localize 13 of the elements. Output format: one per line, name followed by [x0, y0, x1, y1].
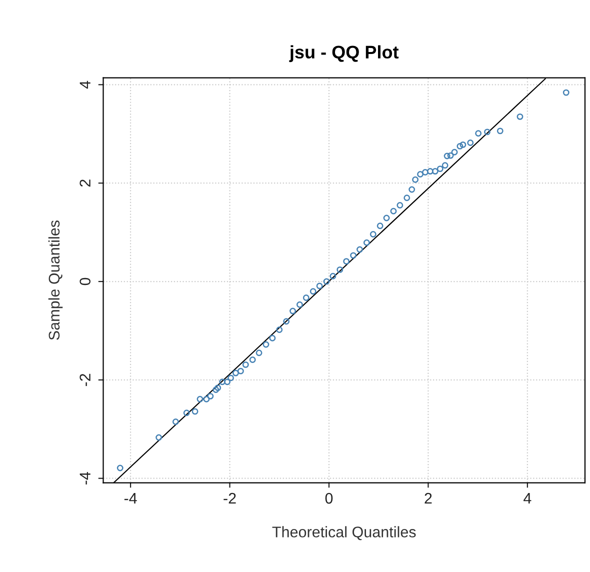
- x-tick-label: 4: [524, 493, 532, 504]
- y-tick-label: -4: [80, 472, 90, 484]
- x-tick-label: 2: [424, 492, 432, 504]
- chart-title: jsu - QQ Plot: [289, 45, 399, 62]
- y-tick-label: 0: [80, 278, 91, 286]
- y-tick-label: 4: [80, 80, 90, 89]
- y-tick-label: -2: [80, 374, 90, 386]
- x-tick-label: 0: [325, 492, 333, 504]
- x-axis-title: Theoretical Quantiles: [272, 526, 416, 540]
- x-tick-label: -2: [224, 492, 236, 504]
- y-tick-label: 2: [80, 180, 90, 187]
- x-tick-label: -4: [124, 493, 137, 504]
- y-axis-title: Sample Quantiles: [48, 220, 63, 340]
